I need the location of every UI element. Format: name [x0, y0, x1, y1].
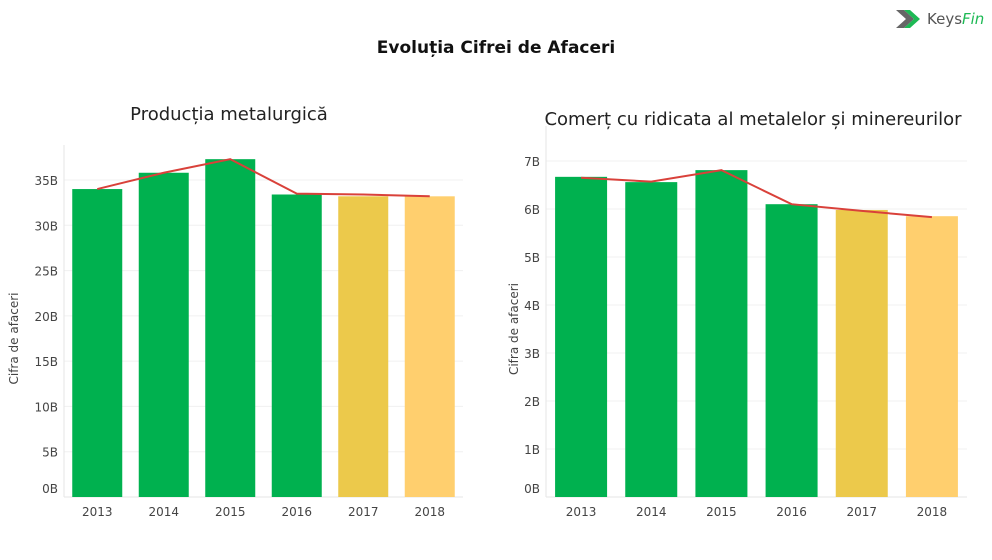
y-tick-label: 30B: [34, 219, 58, 233]
keysfin-logo: Keys Fin: [896, 8, 984, 30]
y-tick-label: 2B: [524, 395, 540, 409]
y-tick-label: 4B: [524, 299, 540, 313]
y-tick-label: 15B: [34, 355, 58, 369]
x-tick-label: 2015: [706, 505, 737, 519]
chart-title: Comerț cu ridicata al metalelor și miner…: [544, 109, 962, 130]
x-tick-label: 2014: [636, 505, 667, 519]
y-tick-label: 3B: [524, 347, 540, 361]
x-tick-label: 2015: [215, 505, 246, 519]
y-tick-label: 0B: [524, 482, 540, 496]
x-tick-label: 2018: [917, 505, 948, 519]
y-tick-label: 5B: [42, 446, 58, 460]
chevron-logo-icon: [896, 10, 920, 28]
trend-line: [581, 169, 933, 219]
y-tick-label: 5B: [524, 251, 540, 265]
bar-2015: [205, 159, 256, 497]
bar-2016: [271, 194, 322, 497]
logo-text-main: Keys: [927, 10, 963, 28]
bar-2013: [72, 189, 123, 498]
bar-2018: [404, 196, 455, 497]
x-tick-label: 2017: [348, 505, 379, 519]
chart-title: Producția metalurgică: [130, 104, 328, 125]
x-tick-label: 2013: [82, 505, 113, 519]
trend-line: [97, 158, 430, 198]
x-tick-label: 2018: [414, 505, 445, 519]
bar-2017: [835, 209, 888, 497]
y-tick-label: 10B: [34, 400, 58, 414]
bar-2014: [138, 172, 189, 498]
y-tick-label: 35B: [34, 174, 58, 188]
y-tick-label: 1B: [524, 443, 540, 457]
x-tick-label: 2013: [566, 505, 597, 519]
y-tick-label: 7B: [524, 155, 540, 169]
y-tick-label: 6B: [524, 203, 540, 217]
y-tick-label: 20B: [34, 310, 58, 324]
logo-text-accent: Fin: [962, 10, 985, 28]
y-axis-label: Cifra de afaceri: [507, 283, 521, 375]
y-axis-label: Cifra de afaceri: [7, 292, 21, 384]
bar-2017: [338, 196, 389, 497]
bar-2016: [765, 204, 818, 497]
x-tick-label: 2016: [776, 505, 807, 519]
main-title: Evoluția Cifrei de Afaceri: [376, 38, 616, 58]
bar-2014: [625, 182, 678, 497]
bar-2015: [695, 170, 748, 497]
y-tick-label: 0B: [42, 482, 58, 496]
bar-2013: [555, 176, 608, 497]
bar-2018: [905, 216, 958, 497]
x-tick-label: 2016: [281, 505, 312, 519]
x-tick-label: 2014: [148, 505, 179, 519]
y-tick-label: 25B: [34, 265, 58, 279]
x-tick-label: 2017: [846, 505, 877, 519]
